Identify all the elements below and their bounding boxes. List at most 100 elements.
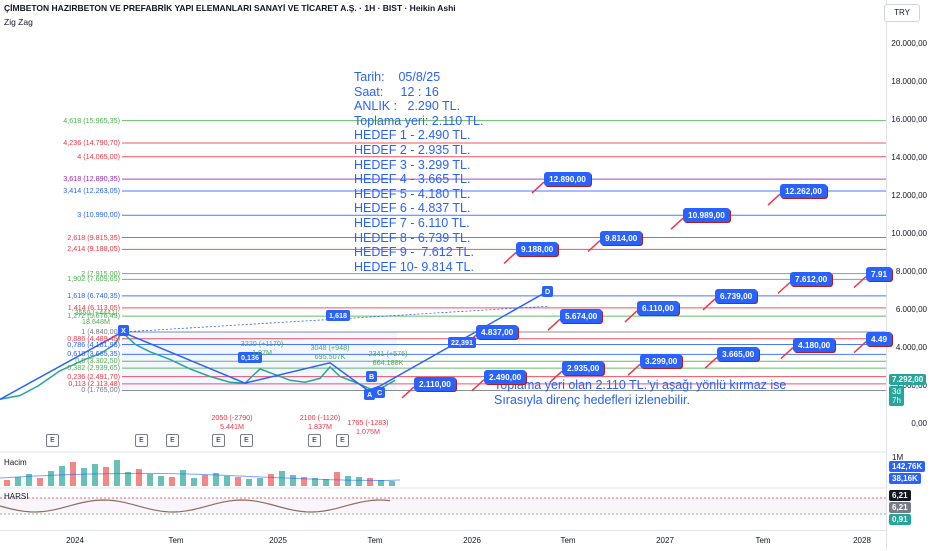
analysis-note-line: HEDEF 8 - 6.739 TL. — [354, 230, 471, 245]
analysis-note-line: Toplama yeri: 2.110 TL. — [354, 113, 484, 128]
time-tick-label: 2025 — [269, 536, 287, 545]
volume-bar — [125, 472, 131, 486]
volume-bar — [15, 477, 21, 486]
volume-ma-line — [0, 472, 401, 481]
analysis-note-line: HEDEF 5 - 4.180 TL. — [354, 186, 471, 201]
volume-bar — [290, 475, 296, 486]
volume-bar — [4, 480, 10, 486]
volume-bar — [323, 479, 329, 486]
analysis-note-line: HEDEF 6 - 4.837 TL. — [354, 201, 471, 216]
analysis-note-line: HEDEF 1 - 2.490 TL. — [354, 128, 471, 143]
target-arrow — [767, 193, 781, 206]
target-arrow — [777, 281, 791, 294]
volume-bar — [114, 460, 120, 486]
bottom-note: Toplama yeri olan 2.110 TL.'yi aşağı yön… — [494, 378, 786, 407]
volume-bar — [334, 472, 340, 486]
target-arrow — [704, 356, 718, 369]
time-tick-label: Tem — [560, 536, 576, 545]
chart-title: ÇİMBETON HAZIRBETON VE PREFABRİK YAPI EL… — [4, 3, 456, 13]
price-tick-label: 18.000,00 — [891, 77, 927, 86]
volume-bar — [257, 478, 263, 486]
price-tick-label: 6.000,00 — [895, 305, 927, 314]
volume-bar — [136, 469, 142, 486]
target-arrow — [549, 370, 563, 383]
volume-bar — [356, 477, 362, 486]
price-tick-label: 0,00 — [911, 419, 927, 428]
analysis-note-line: HEDEF 4 - 3.665 TL. — [354, 172, 471, 187]
analysis-note-line: HEDEF 2 - 2.935 TL. — [354, 142, 471, 157]
volume-bar — [213, 473, 219, 486]
volume-bar — [367, 478, 373, 486]
analysis-note-line: HEDEF 7 - 6.110 TL. — [354, 215, 470, 230]
target-arrow — [503, 251, 517, 264]
xd-dotted-line — [121, 305, 549, 333]
time-tick-label: Tem — [168, 536, 184, 545]
time-tick-label: 2027 — [656, 536, 674, 545]
volume-bar — [279, 471, 285, 486]
target-arrow — [853, 276, 867, 289]
volume-bar — [389, 481, 395, 486]
time-tick-label: 2026 — [463, 536, 481, 545]
price-tick-label: 14.000,00 — [891, 153, 927, 162]
volume-bar — [378, 480, 384, 486]
volume-bar — [48, 471, 54, 486]
price-tick-label: 20.000,00 — [891, 39, 927, 48]
volume-bar — [301, 477, 307, 486]
volume-bar — [202, 475, 208, 486]
volume-bar — [147, 474, 153, 486]
volume-bar — [246, 479, 252, 486]
volume-bar — [81, 468, 87, 486]
target-arrow — [531, 181, 545, 194]
bottom-note-line-2: Sırasıyla direnç hedefleri izlenebilir. — [494, 392, 690, 407]
time-tick-label: 2028 — [853, 536, 871, 545]
target-arrow — [587, 239, 601, 253]
currency-selector[interactable]: TRY — [884, 4, 920, 22]
price-tick-label: 12.000,00 — [891, 191, 927, 200]
volume-bar — [224, 476, 230, 486]
target-arrow — [853, 341, 867, 354]
price-axis[interactable]: 20.000,00 18.000,00 16.000,00 14.000,00 12.0… — [886, 0, 932, 550]
target-arrow — [780, 347, 794, 360]
target-arrow — [702, 298, 716, 311]
volume-bar — [268, 474, 274, 486]
volume-bar — [59, 466, 65, 486]
analysis-note-line: HEDEF 9 - 7.612 TL. — [354, 245, 474, 260]
volume-bar — [191, 478, 197, 486]
analysis-note-line: HEDEF 3 - 3.299 TL. — [354, 157, 471, 172]
analysis-note-line: Tarih: 05/8/25 — [354, 70, 441, 84]
indicator-label[interactable]: Zig Zag — [4, 17, 33, 27]
target-arrow — [547, 318, 561, 331]
analysis-note-line: Saat: 12 : 16 — [354, 84, 439, 99]
volume-bar — [345, 476, 351, 486]
analysis-note: Tarih: 05/8/25 Saat: 12 : 16 ANLIK : 2.290… — [354, 70, 483, 274]
volume-bar — [92, 464, 98, 486]
harsi-line — [0, 499, 391, 513]
analysis-note-line: ANLIK : 2.290 TL. — [354, 99, 461, 114]
time-tick-label: 2024 — [66, 536, 84, 545]
time-tick-label: Tem — [755, 536, 771, 545]
price-tick-label: 4.000,00 — [895, 343, 927, 352]
target-arrow — [401, 386, 415, 399]
target-arrow — [471, 379, 485, 392]
volume-bar — [26, 474, 32, 486]
volume-bar — [235, 477, 241, 486]
price-chart[interactable] — [0, 0, 886, 530]
time-tick-label: Tem — [367, 536, 383, 545]
volume-bar — [103, 467, 109, 486]
price-tick-label: 10.000,00 — [891, 229, 927, 238]
time-axis[interactable]: 2024 Tem 2025 Tem 2026 Tem 2027 Tem 2028 — [0, 530, 886, 551]
volume-bar — [180, 470, 186, 486]
target-arrow — [670, 217, 684, 230]
volume-bar — [37, 478, 43, 486]
volume-bar — [312, 478, 318, 486]
price-tick-label: 2.000,00 — [895, 381, 927, 390]
price-series-line — [0, 330, 396, 401]
volume-bar — [169, 477, 175, 486]
volume-bar — [158, 476, 164, 486]
bottom-note-line-1: Toplama yeri olan 2.110 TL.'yi aşağı yön… — [494, 378, 787, 392]
analysis-note-line: HEDEF 10- 9.814 TL. — [354, 259, 474, 274]
price-tick-label: 16.000,00 — [891, 115, 927, 124]
target-arrow — [627, 363, 641, 376]
harsi-band — [0, 498, 886, 514]
price-tick-label: 8.000,00 — [895, 267, 927, 276]
